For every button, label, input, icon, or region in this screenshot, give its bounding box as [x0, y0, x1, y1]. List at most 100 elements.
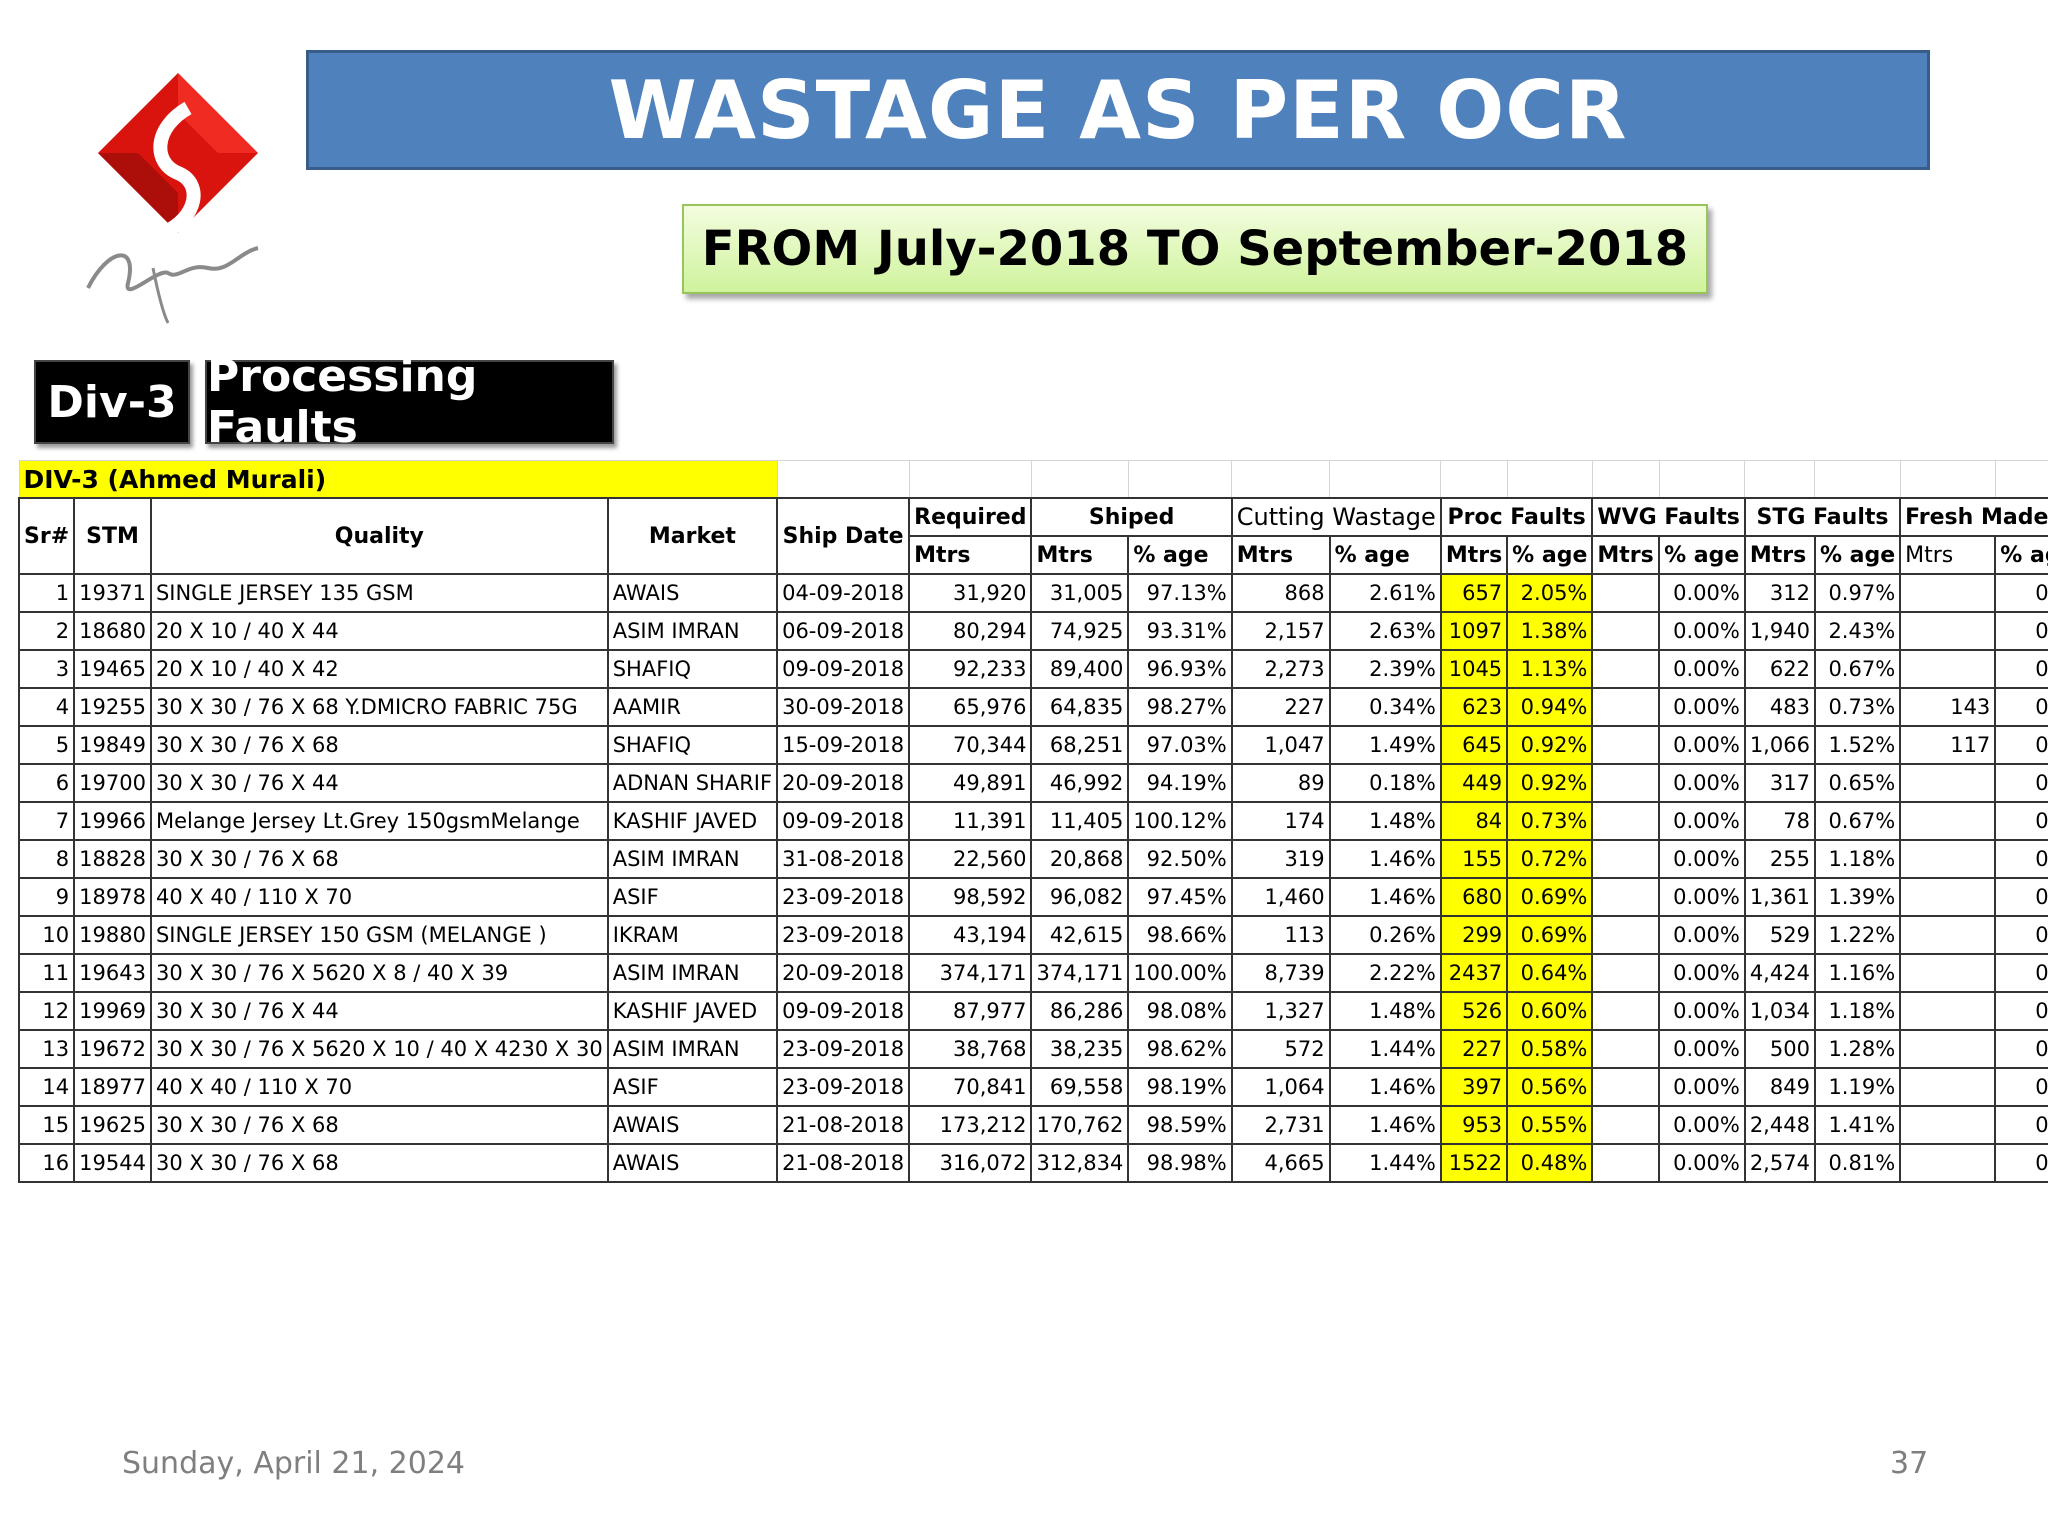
table-cell: 4: [17, 687, 76, 727]
date-range-banner: FROM July-2018 TO September-2018: [682, 204, 1708, 294]
subheader-pct: % age: [1127, 535, 1233, 575]
table-cell: 98.98%: [1127, 1143, 1233, 1183]
header-ship-date: Ship Date: [776, 497, 911, 575]
table-cell: 1.28%: [1813, 1029, 1902, 1069]
table-cell: 64,835: [1030, 687, 1130, 727]
header-stg-faults: STG Faults: [1743, 497, 1902, 537]
table-cell: 0.00%: [1658, 611, 1746, 651]
table-cell: 7: [17, 801, 76, 841]
table-cell: 84: [1439, 801, 1509, 841]
table-row: 6 19700 30 X 30 / 76 X 44 ADNAN SHARIF 20-09…: [17, 763, 2048, 803]
table-cell: 1,460: [1230, 877, 1331, 917]
table-cell: 42,615: [1030, 915, 1130, 955]
table-cell: [1899, 991, 1997, 1031]
table-cell: ASIM IMRAN: [606, 953, 779, 993]
table-cell: 526: [1439, 991, 1509, 1031]
table-cell: 19255: [73, 687, 152, 727]
table-cell: 20-09-2018: [776, 953, 911, 993]
table-cell: 06-09-2018: [776, 611, 911, 651]
table-cell: 155: [1439, 839, 1509, 879]
table-cell: 2.22%: [1328, 953, 1442, 993]
table-cell: 2,157: [1230, 611, 1331, 651]
table-cell: 227: [1230, 687, 1331, 727]
table-cell: 0.00%: [1658, 915, 1746, 955]
table-cell: 0.00%: [1994, 573, 2048, 613]
table-cell: 100.00%: [1127, 953, 1233, 993]
table-cell: 0.67%: [1813, 649, 1902, 689]
table-cell: 483: [1743, 687, 1816, 727]
table-cell: 0.00%: [1994, 1143, 2048, 1183]
table-cell: [1591, 991, 1661, 1031]
table-cell: 312: [1743, 573, 1816, 613]
subheader-mtrs: Mtrs: [1439, 535, 1509, 575]
table-cell: 0.00%: [1994, 915, 2048, 955]
table-cell: 10: [17, 915, 76, 955]
table-cell: [1899, 877, 1997, 917]
table-cell: 2,448: [1743, 1105, 1816, 1145]
subheader-mtrs: Mtrs: [1743, 535, 1816, 575]
header-fresh-madeups: Fresh Made-ups: [1899, 497, 2048, 537]
table-cell: 43,194: [908, 915, 1033, 955]
table-cell: 8: [17, 839, 76, 879]
header-shiped: Shiped: [1030, 497, 1233, 537]
table-cell: 1.16%: [1813, 953, 1902, 993]
table-cell: 1.46%: [1328, 839, 1442, 879]
table-cell: 0.60%: [1506, 991, 1594, 1031]
subheader-pct: % age: [1506, 535, 1594, 575]
table-cell: 49,891: [908, 763, 1033, 803]
table-row: 7 19966 Melange Jersey Lt.Grey 150gsmMelan…: [17, 801, 2048, 841]
table-cell: 170,762: [1030, 1105, 1130, 1145]
table-cell: 0.00%: [1658, 1029, 1746, 1069]
table-cell: 78: [1743, 801, 1816, 841]
division-tag: Div-3: [34, 360, 190, 444]
table-cell: 0.81%: [1813, 1143, 1902, 1183]
header-required: Required: [908, 497, 1033, 537]
table-cell: 1.48%: [1328, 991, 1442, 1031]
table-cell: 0.00%: [1658, 573, 1746, 613]
table-cell: 1045: [1439, 649, 1509, 689]
table-cell: 11: [17, 953, 76, 993]
table-cell: 953: [1439, 1105, 1509, 1145]
table-cell: 14: [17, 1067, 76, 1107]
table-cell: 1.19%: [1813, 1067, 1902, 1107]
table-cell: 98.19%: [1127, 1067, 1233, 1107]
table-cell: 0.00%: [1658, 839, 1746, 879]
table-cell: 0.92%: [1506, 763, 1594, 803]
table-cell: 40 X 40 / 110 X 70: [149, 877, 609, 917]
table-cell: 70,344: [908, 725, 1033, 765]
table-cell: 1,361: [1743, 877, 1816, 917]
table-cell: [1591, 649, 1661, 689]
table-cell: 0.92%: [1506, 725, 1594, 765]
table-cell: 1.48%: [1328, 801, 1442, 841]
subheader-mtrs: Mtrs: [908, 535, 1033, 575]
table-cell: 2: [17, 611, 76, 651]
table-cell: 2437: [1439, 953, 1509, 993]
table-row: 10 19880 SINGLE JERSEY 150 GSM (MELANGE ) I…: [17, 915, 2048, 955]
table-cell: [1591, 1143, 1661, 1183]
table-row: 8 18828 30 X 30 / 76 X 68 ASIM IMRAN 31-08-2…: [17, 839, 2048, 879]
table-cell: 19643: [73, 953, 152, 993]
table-cell: 0.00%: [1994, 953, 2048, 993]
table-row: 16 19544 30 X 30 / 76 X 68 AWAIS 21-08-2018 3…: [17, 1143, 2048, 1183]
table-cell: ASIM IMRAN: [606, 1029, 779, 1069]
table-cell: 1.41%: [1813, 1105, 1902, 1145]
table-cell: 30 X 30 / 76 X 44: [149, 763, 609, 803]
table-cell: ASIF: [606, 1067, 779, 1107]
header-row-2: Mtrs Mtrs % age Mtrs % age Mtrs % age Mt…: [19, 535, 2048, 575]
table-cell: [1899, 1067, 1997, 1107]
table-cell: [1899, 1143, 1997, 1183]
date-range-text: FROM July-2018 TO September-2018: [701, 221, 1689, 277]
table-cell: [1899, 1105, 1997, 1145]
subheader-mtrs: Mtrs: [1591, 535, 1661, 575]
table-row: 3 19465 20 X 10 / 40 X 42 SHAFIQ 09-09-2018 9…: [17, 649, 2048, 689]
table-cell: 20 X 10 / 40 X 42: [149, 649, 609, 689]
table-cell: 6: [17, 763, 76, 803]
table-cell: 4,665: [1230, 1143, 1331, 1183]
table-cell: 98.62%: [1127, 1029, 1233, 1069]
table-cell: 1.38%: [1506, 611, 1594, 651]
table-cell: 1.46%: [1328, 877, 1442, 917]
table-cell: 0.00%: [1994, 839, 2048, 879]
table-cell: [1591, 915, 1661, 955]
division-label: DIV-3 (Ahmed Murali): [18, 460, 778, 499]
table-cell: 15-09-2018: [776, 725, 911, 765]
